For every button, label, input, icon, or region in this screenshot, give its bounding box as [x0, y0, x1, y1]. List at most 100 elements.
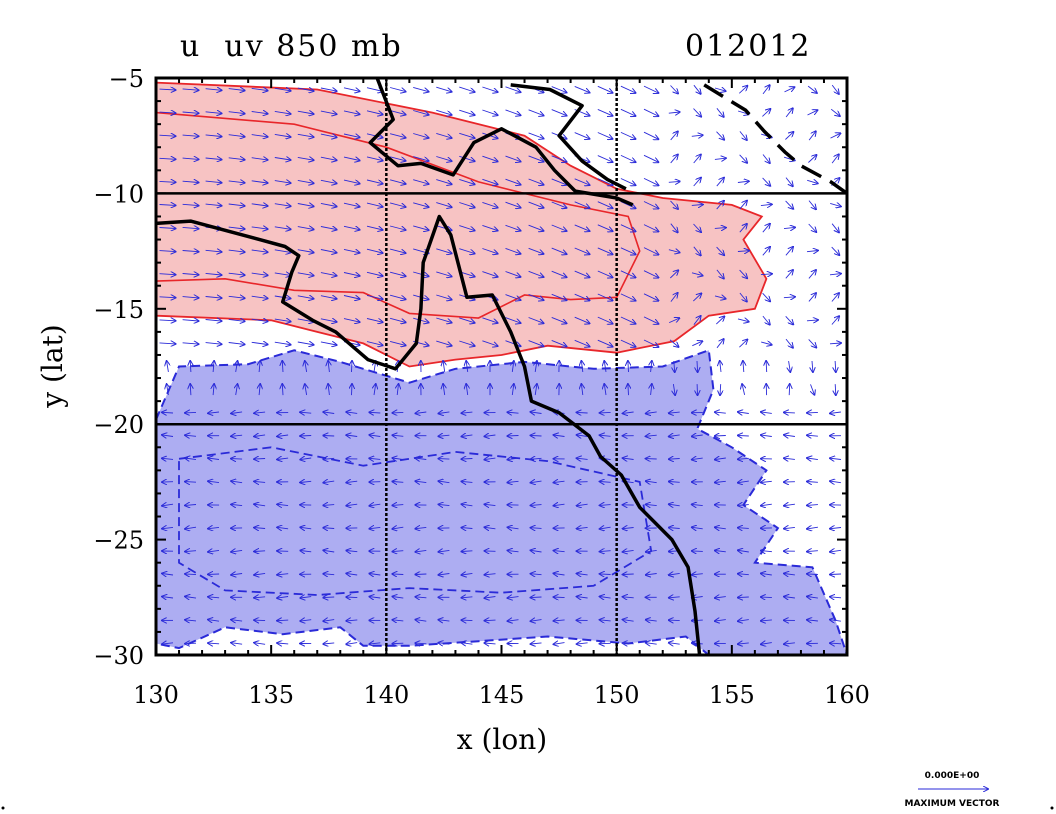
wind-vector	[531, 550, 542, 552]
wind-vector	[459, 248, 474, 254]
wind-vector	[693, 108, 702, 117]
wind-vector	[228, 227, 245, 229]
coastlines	[156, 78, 847, 655]
wind-vector	[697, 360, 698, 372]
wind-vector	[305, 361, 307, 372]
wind-vector	[646, 481, 657, 483]
wind-vector	[505, 247, 521, 253]
wind-vector	[459, 132, 474, 138]
wind-vector	[251, 135, 268, 137]
wind-vector	[320, 203, 337, 206]
wind-vector	[715, 551, 726, 552]
wind-vector	[346, 620, 358, 621]
wind-vector	[389, 271, 406, 276]
wind-vector	[528, 247, 544, 254]
wind-vector	[669, 573, 680, 575]
wind-vector	[392, 620, 404, 621]
wind-vector	[643, 247, 658, 255]
positive-u-inner-contour	[156, 111, 641, 319]
wind-vector	[669, 482, 680, 483]
wind-vector	[574, 85, 590, 92]
wind-vector	[297, 227, 314, 230]
wind-vector	[551, 155, 567, 162]
wind-vector	[574, 270, 590, 277]
wind-vector	[323, 436, 335, 437]
wind-vector	[760, 342, 772, 345]
wind-vector	[528, 178, 544, 185]
wind-vector	[761, 412, 772, 414]
wind-vector	[807, 527, 818, 529]
wind-vector	[185, 574, 197, 575]
wind-vector	[159, 158, 176, 159]
wind-vector	[551, 224, 567, 231]
wind-vector	[670, 132, 678, 141]
wind-vector	[323, 528, 335, 529]
wind-vector	[785, 177, 793, 187]
wind-vector	[297, 111, 314, 114]
wind-vector	[482, 248, 497, 254]
wind-vector	[205, 343, 222, 345]
wind-vector	[766, 361, 767, 373]
wind-vector	[643, 224, 658, 232]
wind-vector	[628, 361, 629, 373]
wind-vector	[528, 155, 544, 162]
wind-vector	[397, 384, 398, 396]
wind-vector	[369, 435, 381, 437]
wind-vector	[185, 482, 197, 483]
wind-vector	[597, 108, 613, 115]
y-tick-label: −30	[93, 642, 144, 670]
wind-vector	[620, 247, 636, 255]
wind-vector	[646, 574, 657, 575]
wind-vector	[505, 224, 521, 230]
wind-vector	[208, 412, 220, 413]
wind-vector	[785, 132, 793, 140]
wind-vector	[716, 269, 724, 279]
wind-vector	[205, 204, 222, 206]
wind-vector	[205, 135, 222, 137]
wind-vector	[762, 292, 771, 301]
wind-vector	[597, 224, 613, 231]
wind-vector	[531, 412, 542, 414]
wind-vector	[831, 84, 839, 94]
wind-vector	[597, 85, 613, 93]
wind-vector	[785, 247, 793, 256]
wind-vector	[185, 527, 197, 529]
wind-vector	[830, 481, 841, 483]
wind-vector	[812, 360, 813, 372]
wind-vector	[231, 435, 243, 436]
negative-u-contour	[156, 348, 847, 655]
wind-vector	[485, 504, 496, 505]
wind-vector	[643, 316, 658, 324]
wind-vector	[693, 223, 702, 232]
wind-vector	[254, 643, 266, 645]
wind-vector	[389, 248, 406, 253]
wind-vector	[251, 342, 268, 344]
wind-vector	[389, 87, 406, 92]
wind-vector	[646, 620, 657, 621]
wind-vector	[574, 339, 590, 346]
wind-vector	[343, 157, 360, 160]
wind-vector	[205, 297, 222, 299]
wind-vector	[205, 112, 222, 114]
wind-vector	[784, 504, 795, 506]
wind-vector	[436, 109, 451, 115]
wind-vector	[535, 384, 537, 396]
wind-vector	[415, 643, 427, 644]
wind-vector	[277, 597, 289, 599]
wind-vector	[508, 620, 519, 621]
wind-vector	[436, 132, 451, 138]
wind-vector	[646, 435, 657, 436]
wind-vector	[162, 574, 174, 576]
wind-vector	[739, 269, 748, 278]
wind-vector	[413, 110, 428, 115]
wind-vector	[462, 481, 473, 482]
x-axis-label: x (lon)	[457, 723, 547, 756]
wind-vector	[692, 574, 703, 575]
wind-vector	[369, 597, 381, 598]
y-tick-label: −20	[93, 411, 144, 439]
wind-vector	[646, 643, 657, 645]
wind-vector	[251, 204, 268, 206]
wind-vector	[415, 412, 427, 413]
wind-vector	[574, 293, 590, 300]
wind-vector	[482, 201, 497, 207]
